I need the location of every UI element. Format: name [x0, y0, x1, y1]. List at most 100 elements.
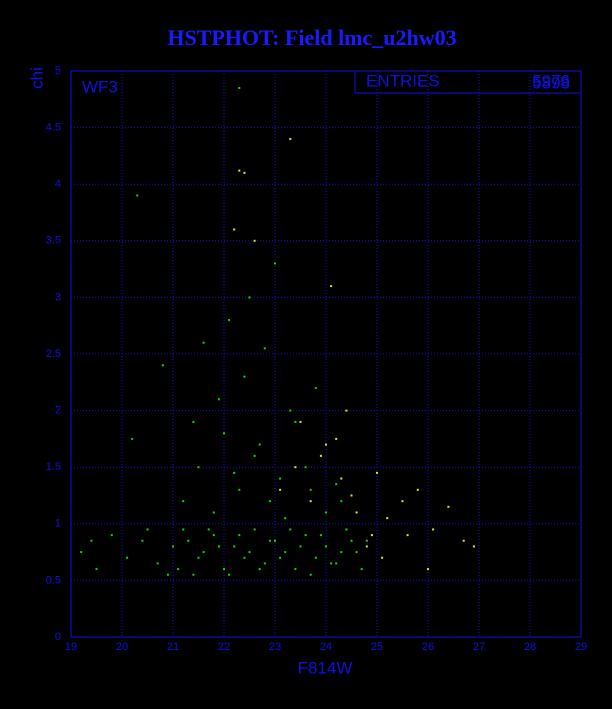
- y-tick-label: 0: [55, 631, 61, 643]
- point: [279, 477, 282, 480]
- point: [279, 488, 282, 491]
- point: [238, 86, 241, 89]
- point: [335, 483, 338, 486]
- point: [238, 169, 241, 172]
- point: [192, 420, 195, 423]
- point: [330, 285, 333, 288]
- y-tick-label: 4: [55, 178, 61, 190]
- point: [370, 534, 373, 537]
- point: [233, 471, 236, 474]
- point: [223, 568, 225, 571]
- point: [340, 500, 343, 503]
- stats-value: 5898: [532, 73, 570, 92]
- point: [360, 568, 363, 571]
- point: [319, 534, 322, 537]
- point: [335, 437, 338, 440]
- point: [294, 466, 297, 469]
- point: [248, 551, 251, 554]
- point: [309, 573, 312, 576]
- point: [156, 562, 159, 565]
- point: [253, 528, 256, 531]
- point: [263, 562, 266, 565]
- point: [340, 551, 343, 554]
- point: [472, 545, 475, 548]
- point: [212, 511, 215, 514]
- y-tick-label: 1: [55, 518, 61, 530]
- point: [274, 539, 276, 542]
- point: [141, 539, 144, 542]
- x-tick-label: 20: [116, 641, 128, 653]
- annotation: WF3: [82, 77, 118, 96]
- plot-frame: [70, 70, 582, 638]
- point: [217, 398, 220, 401]
- point: [314, 386, 317, 389]
- point: [243, 375, 246, 378]
- point: [136, 194, 139, 197]
- point: [289, 409, 292, 412]
- point: [365, 545, 368, 548]
- y-tick-label: 3: [55, 291, 61, 303]
- point: [345, 409, 348, 412]
- point: [330, 562, 333, 565]
- x-tick-label: 23: [269, 641, 281, 653]
- x-tick-label: 22: [218, 641, 230, 653]
- point: [284, 517, 287, 520]
- point: [177, 568, 180, 571]
- x-tick-label: 25: [371, 641, 383, 653]
- y-tick-label: 2.5: [46, 348, 61, 360]
- y-tick-label: 4.5: [46, 122, 61, 134]
- point: [131, 437, 134, 440]
- point: [447, 505, 450, 508]
- point: [187, 539, 190, 542]
- x-tick-label: 21: [167, 641, 179, 653]
- point: [197, 466, 200, 469]
- point: [299, 545, 302, 548]
- stats-label: ENTRIES: [366, 71, 440, 90]
- point: [406, 534, 409, 537]
- point: [258, 443, 261, 446]
- point: [95, 568, 98, 571]
- point: [427, 568, 429, 571]
- point: [80, 551, 83, 554]
- point: [238, 534, 241, 537]
- point: [299, 420, 302, 423]
- point: [350, 494, 353, 497]
- x-tick-label: 29: [575, 641, 587, 653]
- point: [90, 539, 93, 542]
- point: [243, 171, 246, 174]
- point: [274, 262, 276, 265]
- point: [416, 488, 419, 491]
- point: [304, 466, 307, 469]
- point: [335, 562, 338, 565]
- point: [146, 528, 149, 531]
- y-tick-label: 5: [55, 65, 61, 77]
- point: [166, 573, 169, 576]
- point: [355, 511, 358, 514]
- x-tick-label: 28: [524, 641, 536, 653]
- point: [309, 488, 312, 491]
- point: [381, 556, 384, 559]
- point: [197, 556, 200, 559]
- point: [309, 500, 312, 503]
- x-tick-label: 26: [422, 641, 434, 653]
- point: [268, 500, 271, 503]
- point: [376, 471, 378, 474]
- point: [182, 500, 185, 503]
- stats-value: 5976: [532, 71, 570, 90]
- point: [284, 551, 287, 554]
- x-tick-label: 19: [65, 641, 77, 653]
- chart-title: HSTPHOT: Field lmc_u2hw03: [167, 25, 456, 50]
- point: [268, 539, 271, 542]
- point: [192, 573, 195, 576]
- x-axis-label: F814W: [298, 658, 353, 677]
- point: [223, 432, 225, 435]
- point: [253, 454, 256, 457]
- point: [325, 545, 327, 548]
- point: [182, 528, 185, 531]
- point: [319, 454, 322, 457]
- point: [212, 534, 215, 537]
- point: [355, 551, 358, 554]
- point: [345, 528, 348, 531]
- point: [304, 534, 307, 537]
- point: [253, 239, 256, 242]
